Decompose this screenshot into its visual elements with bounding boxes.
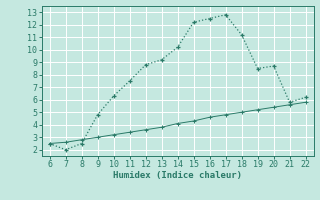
X-axis label: Humidex (Indice chaleur): Humidex (Indice chaleur) [113, 171, 242, 180]
